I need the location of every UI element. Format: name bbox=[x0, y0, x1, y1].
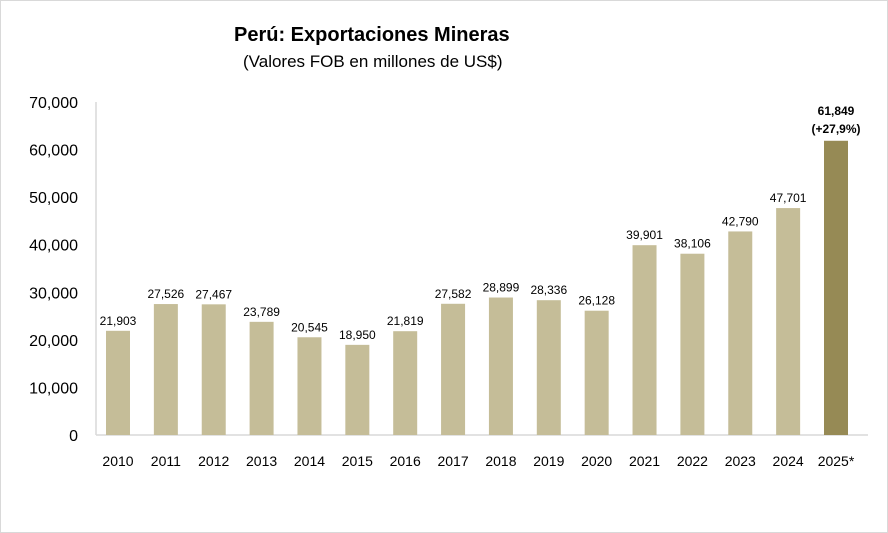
x-tick-label: 2015 bbox=[342, 453, 373, 469]
x-tick-label: 2014 bbox=[294, 453, 325, 469]
y-tick-label: 60,000 bbox=[29, 143, 78, 160]
data-label: 38,106 bbox=[674, 237, 711, 251]
data-label: 42,790 bbox=[722, 214, 759, 228]
y-tick-label: 40,000 bbox=[29, 238, 78, 255]
y-tick-label: 70,000 bbox=[29, 95, 78, 112]
bar-2025* bbox=[824, 140, 848, 436]
data-label: 21,903 bbox=[100, 314, 137, 328]
y-tick-label: 30,000 bbox=[29, 285, 78, 302]
x-tick-label: 2024 bbox=[773, 453, 804, 469]
x-tick-label: 2013 bbox=[246, 453, 277, 469]
bar-2011 bbox=[153, 304, 178, 435]
bar-2024 bbox=[776, 208, 801, 435]
data-label: 21,819 bbox=[387, 314, 424, 328]
y-tick-label: 50,000 bbox=[29, 190, 78, 207]
bar-2022 bbox=[680, 253, 705, 435]
bar-2013 bbox=[249, 321, 274, 435]
bar-2017 bbox=[441, 303, 466, 435]
y-tick-label: 20,000 bbox=[29, 333, 78, 350]
bar-2014 bbox=[297, 337, 322, 435]
bar-2021 bbox=[632, 245, 657, 435]
data-label: 26,128 bbox=[578, 294, 615, 308]
x-tick-label: 2010 bbox=[102, 453, 133, 469]
data-label: 20,545 bbox=[291, 320, 328, 334]
data-label: 28,336 bbox=[530, 283, 567, 297]
x-tick-label: 2025* bbox=[818, 453, 855, 469]
bar-2010 bbox=[106, 330, 130, 435]
x-tick-label: 2017 bbox=[437, 453, 468, 469]
x-tick-label: 2021 bbox=[629, 453, 660, 469]
x-tick-label: 2012 bbox=[198, 453, 229, 469]
x-tick-label: 2016 bbox=[390, 453, 421, 469]
x-tick-label: 2020 bbox=[581, 453, 612, 469]
y-tick-label: 10,000 bbox=[29, 380, 78, 397]
bar-2019 bbox=[536, 300, 561, 435]
bar-2018 bbox=[488, 297, 513, 435]
chart-title: Perú: Exportaciones Mineras bbox=[234, 24, 510, 46]
data-label: 27,582 bbox=[435, 287, 472, 301]
growth-annotation: (+27,9%) bbox=[811, 122, 860, 136]
chart-subtitle: (Valores FOB en millones de US$) bbox=[243, 52, 503, 71]
data-label: 27,526 bbox=[148, 287, 185, 301]
data-label: 27,467 bbox=[195, 287, 232, 301]
bar-2023 bbox=[728, 231, 753, 435]
y-tick-label: 0 bbox=[69, 428, 78, 445]
x-tick-label: 2011 bbox=[151, 453, 181, 469]
data-label: 61,849 bbox=[818, 104, 855, 118]
bar-2016 bbox=[393, 331, 418, 435]
bar-2012 bbox=[201, 304, 226, 435]
data-label: 23,789 bbox=[243, 305, 280, 319]
data-label: 28,899 bbox=[483, 281, 520, 295]
x-tick-label: 2022 bbox=[677, 453, 708, 469]
data-label: 39,901 bbox=[626, 228, 663, 242]
data-label: 18,950 bbox=[339, 328, 376, 342]
x-tick-label: 2023 bbox=[725, 453, 756, 469]
x-tick-label: 2018 bbox=[485, 453, 516, 469]
bar-2015 bbox=[345, 344, 370, 435]
bar-2020 bbox=[584, 310, 609, 435]
data-label: 47,701 bbox=[770, 191, 807, 205]
x-tick-label: 2019 bbox=[533, 453, 564, 469]
